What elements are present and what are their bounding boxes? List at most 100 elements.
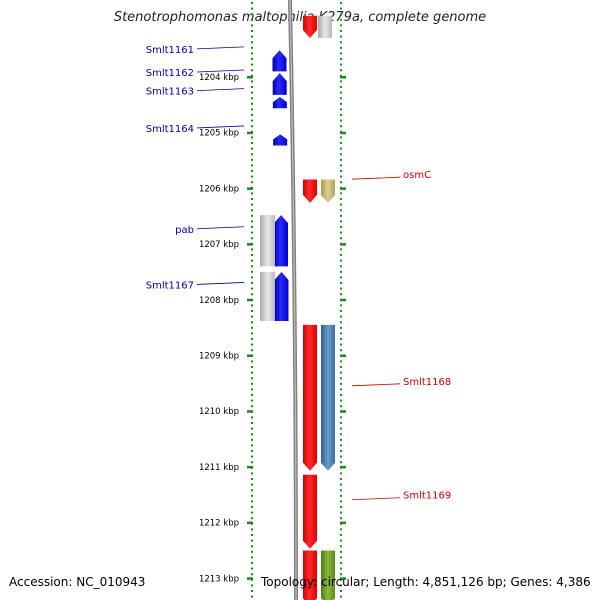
ruler-dot-right <box>340 444 342 447</box>
gene-label-leader <box>196 282 245 285</box>
ruler-dot-left <box>251 35 253 38</box>
ruler-dot-left <box>251 461 253 464</box>
ruler-dot-left <box>251 24 253 27</box>
ruler-dot-right <box>340 438 342 441</box>
ruler-dot-left <box>251 590 253 592</box>
ruler-tick-left <box>247 410 253 413</box>
summary-text: Topology: circular; Length: 4,851,126 bp… <box>261 575 591 589</box>
ruler-dot-right <box>340 338 342 340</box>
ruler-dot-left <box>251 444 253 447</box>
reverse-gene <box>303 474 317 549</box>
forward-gene <box>272 73 287 95</box>
ruler-dot-right <box>340 489 342 492</box>
ruler-dot-left <box>251 315 253 318</box>
ruler-dot-left <box>251 405 253 408</box>
right-feature <box>318 15 332 39</box>
ruler-dot-left <box>251 52 253 55</box>
ruler-dot-left <box>251 545 253 548</box>
ruler-dot-left <box>251 74 253 77</box>
ruler-dot-right <box>340 461 342 464</box>
ruler-dot-left <box>251 489 253 492</box>
ruler-dot-left <box>251 63 253 66</box>
ruler-dot-left <box>251 203 253 206</box>
ruler-dot-right <box>340 517 342 520</box>
forward-gene <box>274 271 289 321</box>
ruler-dot-right <box>340 567 342 570</box>
ruler-dot-right <box>340 203 342 206</box>
ruler-dot-right <box>340 433 342 436</box>
gene-label-leader <box>196 69 245 73</box>
ruler-dot-left <box>251 259 253 262</box>
ruler-dot-right <box>340 69 342 72</box>
ruler-dot-right <box>340 265 342 268</box>
ruler-dot-right <box>340 382 342 385</box>
ruler-dot-left <box>251 511 253 514</box>
ruler-tick-label: 1212 kbp <box>199 519 239 529</box>
ruler-dot-left <box>251 270 253 273</box>
ruler-dot-left <box>251 326 253 329</box>
ruler-dot-right <box>340 534 342 536</box>
ruler-dot-left <box>251 30 253 32</box>
ruler-dot-left <box>251 478 253 480</box>
ruler-dot-right <box>340 422 342 424</box>
ruler-dot-left <box>251 170 253 172</box>
ruler-dot-right <box>340 416 342 419</box>
ruler-dot-right <box>340 259 342 262</box>
ruler-dot-right <box>340 125 342 128</box>
ruler-dot-left <box>251 377 253 380</box>
gene-label-leader <box>196 125 245 129</box>
ruler-dot-right <box>340 511 342 514</box>
ruler-dot-left <box>251 226 253 228</box>
gene-label: osmC <box>403 170 431 181</box>
ruler-dot-right <box>340 30 342 32</box>
ruler-dot-right <box>340 220 342 223</box>
ruler-dot-left <box>251 293 253 296</box>
ruler-dot-left <box>251 147 253 150</box>
forward-gene <box>273 134 288 146</box>
ruler-tick-right <box>340 577 346 580</box>
ruler-tick-right <box>340 131 346 135</box>
ruler-dot-left <box>251 265 253 268</box>
ruler-tick-left <box>247 465 253 469</box>
gene-label: Smlt1163 <box>146 87 194 98</box>
ruler-dot-right <box>340 35 342 38</box>
ruler-dot-right <box>340 539 342 542</box>
ruler-dot-left <box>251 332 253 335</box>
ruler-dot-left <box>251 108 253 111</box>
ruler-dot-right <box>340 63 342 66</box>
ruler-tick-left <box>247 243 253 246</box>
ruler-tick-left <box>247 577 253 580</box>
ruler-dot-left <box>251 433 253 436</box>
ruler-tick-label: 1208 kbp <box>199 296 239 306</box>
ruler-dot-right <box>340 332 342 335</box>
ruler-tick-label: 1206 kbp <box>199 184 239 194</box>
ruler-dot-right <box>340 18 342 21</box>
ruler-dot-left <box>251 198 253 200</box>
ruler-dot-right <box>340 427 342 430</box>
reverse-gene <box>303 179 317 203</box>
ruler-dot-right <box>340 304 342 307</box>
ruler-dot-right <box>340 394 342 396</box>
ruler-tick-right <box>340 354 346 357</box>
ruler-dot-right <box>340 494 342 497</box>
ruler-dot-left <box>251 231 253 234</box>
gene-label-leader <box>351 176 401 180</box>
ruler-dot-left <box>251 539 253 542</box>
ruler-dot-right <box>340 349 342 352</box>
ruler-dot-left <box>251 567 253 570</box>
ruler-tick-left <box>247 298 253 302</box>
right-feature <box>321 179 335 203</box>
gene-label: Smlt1167 <box>146 280 194 291</box>
ruler-dot-right <box>340 282 342 284</box>
ruler-dot-left <box>251 416 253 419</box>
ruler-tick-right <box>340 465 346 469</box>
ruler-dot-right <box>340 310 342 312</box>
ruler-tick-left <box>247 521 253 525</box>
ruler-tick-label: 1210 kbp <box>199 407 239 417</box>
gene-label-leader <box>196 88 245 92</box>
ruler-tick-label: 1211 kbp <box>199 463 239 473</box>
ruler-dot-right <box>340 136 342 139</box>
ruler-dot-left <box>251 209 253 212</box>
ruler-dot-left <box>251 69 253 72</box>
